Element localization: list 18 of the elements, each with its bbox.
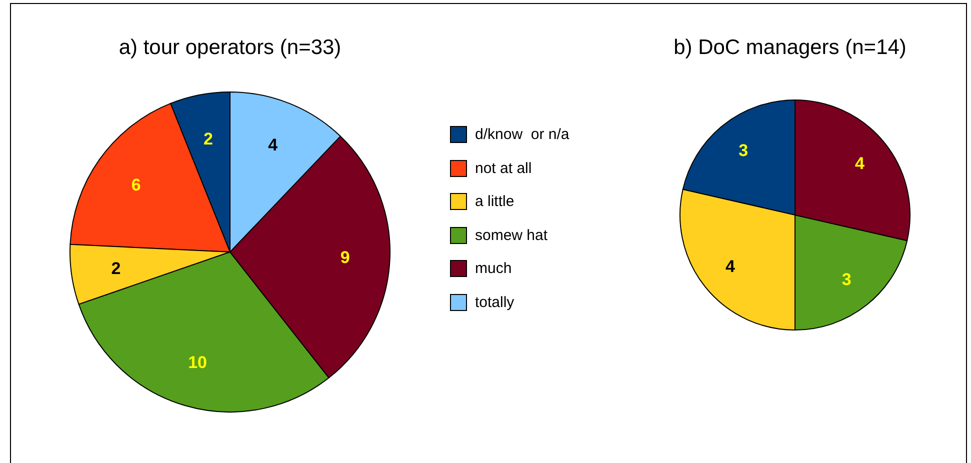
data-label: 2 [111,258,121,278]
chart-title: b) DoC managers (n=14) [672,36,908,60]
data-label: 6 [131,176,141,195]
data-label: 9 [340,248,350,267]
legend-label: somew hat [475,226,548,244]
legend-label: totally [475,294,514,311]
data-label: 3 [842,270,852,290]
legend-label: not at all [475,160,532,177]
data-label: 4 [268,136,278,155]
legend-label: a little [475,193,514,210]
legend-label: d/know or n/a [475,126,570,144]
legend-label: much [475,260,512,278]
data-label: 10 [188,353,208,372]
data-label: 4 [855,154,865,173]
data-label: 2 [203,129,213,148]
chart-title: a) tour operators (n=33) [118,36,342,60]
data-label: 3 [738,140,748,160]
data-label: 4 [726,257,736,276]
